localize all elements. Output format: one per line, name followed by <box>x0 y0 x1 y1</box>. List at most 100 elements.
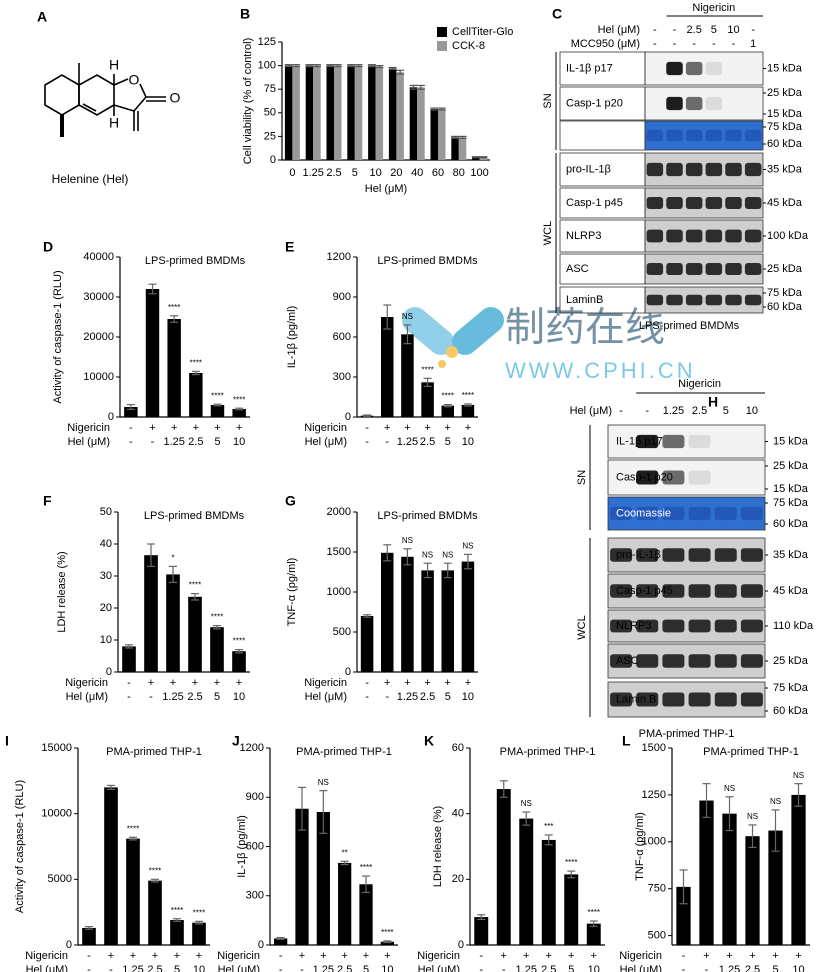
bar <box>338 862 352 945</box>
condition-label: Nigericin <box>619 950 662 962</box>
blot-band <box>744 129 762 142</box>
condition-value: + <box>214 422 220 434</box>
bar <box>347 65 355 160</box>
bar <box>722 813 737 945</box>
blot-strip <box>607 424 766 459</box>
chart-panel: 500 750 1000 1250 1500 TNF-α (pg/ml) PMA-prime… <box>619 742 810 972</box>
treatment-label: Nigericin <box>692 2 735 14</box>
y-tick-label: 0 <box>270 154 276 166</box>
row-label: ASC <box>616 655 639 667</box>
bar <box>380 941 394 945</box>
kda-label: 60 kDa <box>767 301 803 313</box>
bar <box>451 137 459 160</box>
condition-value: - <box>127 677 131 689</box>
header-value: 1 <box>750 38 756 50</box>
blot-band <box>688 584 711 598</box>
significance-label: **** <box>442 392 454 401</box>
condition-value: 10 <box>381 964 393 972</box>
row-label: Casp-1 p45 <box>566 197 623 209</box>
blot-band <box>688 654 711 668</box>
blot-band <box>688 470 711 485</box>
blot-strip <box>607 681 766 718</box>
blot-strip <box>607 537 766 573</box>
y-tick-label: 1000 <box>327 586 351 598</box>
condition-value: - <box>479 950 483 962</box>
bar <box>421 382 434 417</box>
bar <box>375 66 384 160</box>
kda-label: 75 kDa <box>773 682 809 694</box>
chart-panel: 0 300 600 900 1200 IL-1β (pg/ml) LPS-primed BM… <box>286 251 478 448</box>
bar <box>441 570 455 672</box>
condition-value: - <box>365 422 369 434</box>
bar <box>124 407 138 417</box>
kda-label: 45 kDa <box>773 585 809 597</box>
y-tick-label: 1500 <box>327 546 351 558</box>
chart-panel: 0 300 600 900 1200 IL-1β (pg/ml) PMA-primed TH… <box>217 742 398 972</box>
condition-value: + <box>236 677 242 689</box>
chart-panel: 0 10 20 30 40 50 LDH release (%) LPS-primed BMD… <box>56 506 250 703</box>
blot-band <box>685 96 703 111</box>
blot-band <box>725 263 742 275</box>
blot-strip <box>644 152 764 187</box>
blot-strip <box>607 573 766 609</box>
bar <box>354 65 363 160</box>
label-box <box>559 219 646 253</box>
bar <box>791 794 806 945</box>
bar <box>388 68 397 160</box>
blot-band <box>636 506 659 521</box>
condition-value: + <box>465 422 471 434</box>
condition-value: + <box>445 677 451 689</box>
significance-label: * <box>171 554 174 563</box>
blot-band <box>610 692 633 707</box>
x-tick-label: 2.5 <box>326 167 341 179</box>
panel-letter: K <box>424 733 434 749</box>
blot-band <box>688 619 711 633</box>
y-tick-label: 20000 <box>83 331 114 343</box>
condition-value: 5 <box>363 964 369 972</box>
y-tick-label: 500 <box>648 930 666 942</box>
logo-dot <box>446 346 458 358</box>
y-tick-label: 15000 <box>41 742 72 754</box>
condition-value: 2.5 <box>188 436 203 448</box>
significance-label: **** <box>189 581 201 590</box>
panel-letter: A <box>37 9 47 25</box>
blot-strip <box>607 459 766 496</box>
y-tick-label: 0 <box>345 666 351 678</box>
condition-value: + <box>384 950 390 962</box>
blot-band <box>666 263 683 275</box>
header-value: - <box>645 405 649 417</box>
bar <box>144 555 158 672</box>
label-box <box>559 152 646 187</box>
x-tick-label: 1.25 <box>302 167 323 179</box>
kda-label: 25 kDa <box>767 87 803 99</box>
condition-label: Nigericin <box>304 422 347 434</box>
atom: H <box>109 57 119 73</box>
blot-band <box>714 619 737 633</box>
bar <box>192 922 206 945</box>
y-tick-label: 20 <box>100 602 112 614</box>
condition-value: 2.5 <box>541 964 556 972</box>
row-label: IL-1β p17 <box>566 62 613 74</box>
blot-band <box>666 96 683 111</box>
condition-value: + <box>591 950 597 962</box>
chart-panel: 0 10000 20000 30000 40000 Activity of caspase… <box>52 251 250 448</box>
logo-dot <box>438 360 446 368</box>
header-value: - <box>751 24 755 36</box>
condition-value: - <box>705 964 709 972</box>
atom: O <box>129 72 140 88</box>
panel-letter: E <box>285 239 294 255</box>
kda-label: 15 kDa <box>773 483 809 495</box>
bar <box>699 800 714 945</box>
bar <box>359 884 373 945</box>
kda-label: 25 kDa <box>773 460 809 472</box>
significance-label: **** <box>381 928 393 937</box>
bar <box>316 812 330 945</box>
blot-band <box>646 197 664 209</box>
y-tick-label: 10000 <box>83 371 114 383</box>
kda-label: 35 kDa <box>773 549 809 561</box>
blot-band <box>610 584 633 598</box>
blot-band <box>744 197 762 209</box>
blot-band <box>636 619 659 633</box>
